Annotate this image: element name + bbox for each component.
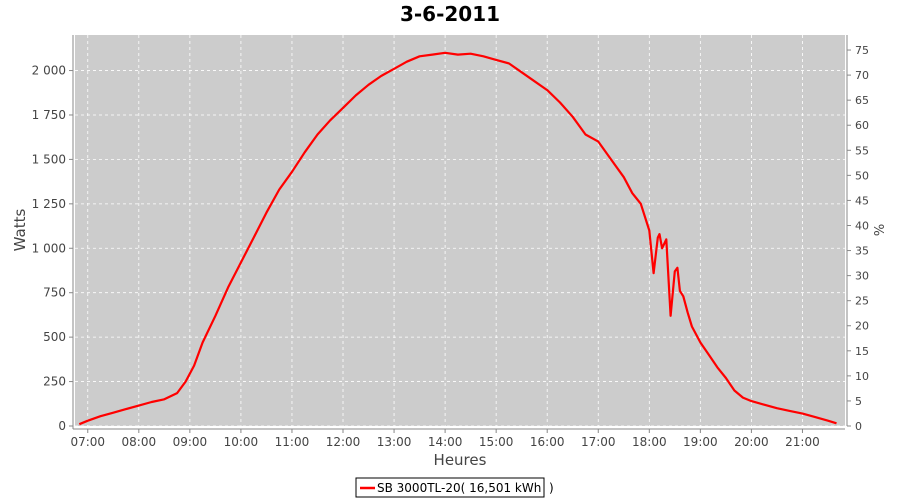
x-tick-label: 17:00: [581, 435, 616, 449]
y2-tick-label: 70: [855, 69, 869, 82]
y2-tick-label: 20: [855, 320, 869, 333]
x-tick-label: 20:00: [734, 435, 769, 449]
y-tick-label: 0: [58, 419, 66, 433]
y-tick-label: 1 500: [32, 152, 66, 166]
x-axis-label: Heures: [434, 451, 487, 469]
x-tick-label: 21:00: [785, 435, 820, 449]
y2-tick-label: 55: [855, 144, 869, 157]
series-line: [78, 51, 837, 426]
y2-tick-label: 65: [855, 94, 869, 107]
y-ticks: 0 250 500 750 1 000 1 250 1 500 1 750 2 000: [32, 64, 73, 433]
y2-tick-label: 60: [855, 119, 869, 132]
y2-tick-label: 45: [855, 194, 869, 207]
y2-tick-label: 15: [855, 345, 869, 358]
y-axis-label: Watts: [11, 209, 29, 252]
y-tick-label: 1 750: [32, 108, 66, 122]
y-tick-label: 2 000: [32, 64, 66, 78]
x-tick-label: 16:00: [530, 435, 565, 449]
x-tick-label: 19:00: [683, 435, 718, 449]
x-tick-label: 15:00: [479, 435, 514, 449]
plot-background: [75, 35, 845, 426]
y2-tick-label: 75: [855, 44, 869, 57]
legend-box: [355, 477, 545, 498]
y2-tick-label: 0: [855, 420, 862, 433]
y2-tick-label: 35: [855, 245, 869, 258]
gridlines: [75, 35, 845, 427]
y-tick-label: 1 250: [32, 197, 66, 211]
y2-tick-label: 30: [855, 270, 869, 283]
y2-tick-label: 10: [855, 370, 869, 383]
y-tick-label: 1 000: [32, 241, 66, 255]
x-tick-label: 13:00: [377, 435, 412, 449]
y2-tick-label: 25: [855, 295, 869, 308]
y2-axis-label: %: [873, 224, 888, 236]
x-tick-label: 18:00: [632, 435, 667, 449]
y2-tick-label: 40: [855, 219, 869, 232]
legend: SB 3000TL-20( 16,501 kWh ): [355, 477, 554, 498]
chart-title: 3-6-2011: [400, 2, 500, 26]
y2-tick-label: 5: [855, 395, 862, 408]
y-tick-label: 750: [43, 286, 66, 300]
x-ticks: 07:00 08:00 09:00 10:00 11:00 12:00 13:00 14:00…: [70, 429, 820, 449]
y2-ticks: 0 5 10 15 20 25 30 35 40 45 50 55 60 65 70 75: [847, 44, 869, 433]
y2-tick-label: 50: [855, 169, 869, 182]
x-tick-label: 10:00: [224, 435, 259, 449]
x-tick-label: 07:00: [70, 435, 105, 449]
x-tick-label: 14:00: [428, 435, 463, 449]
x-tick-label: 12:00: [326, 435, 361, 449]
y-tick-label: 250: [43, 375, 66, 389]
x-tick-label: 11:00: [275, 435, 310, 449]
x-tick-label: 09:00: [173, 435, 208, 449]
x-tick-label: 08:00: [122, 435, 157, 449]
legend-label: SB 3000TL-20( 16,501 kWh ): [377, 481, 554, 495]
y-tick-label: 500: [43, 330, 66, 344]
